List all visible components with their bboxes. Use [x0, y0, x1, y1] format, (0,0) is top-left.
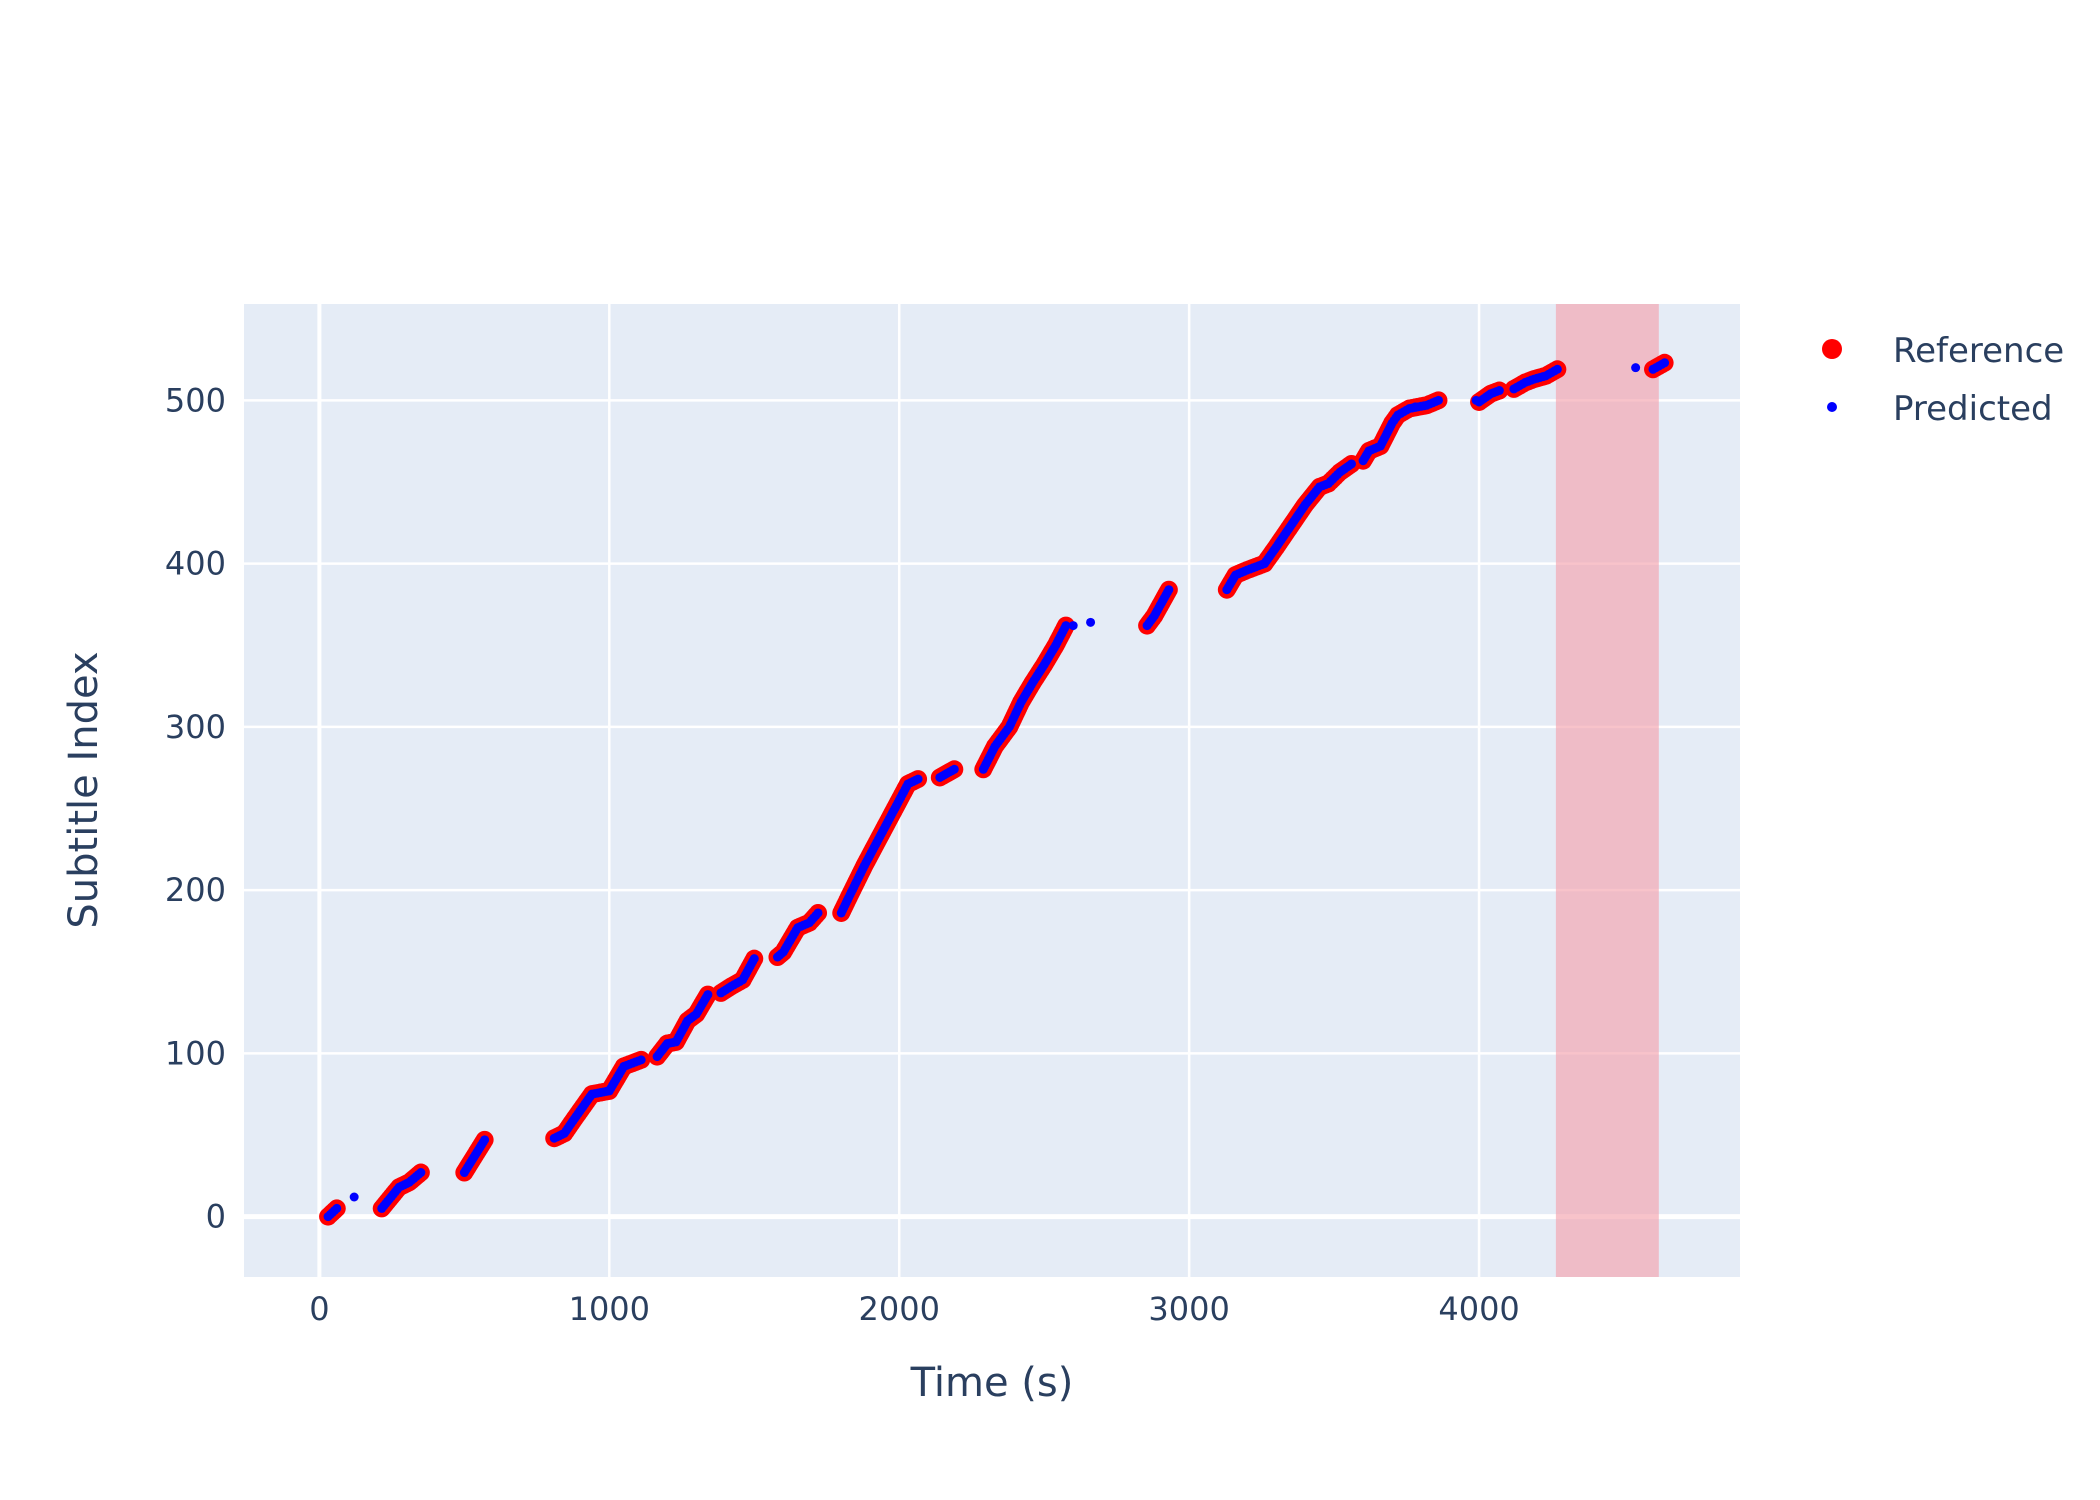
predicted-point: [1086, 617, 1096, 627]
predicted-point: [1433, 395, 1443, 405]
predicted-point: [1552, 364, 1562, 374]
predicted-point: [1061, 621, 1071, 631]
predicted-point: [332, 1203, 342, 1213]
predicted-point: [1068, 621, 1078, 631]
x-tick-label: 4000: [1438, 1290, 1519, 1328]
y-axis-title: Subtitle Index: [61, 651, 107, 928]
y-tick-label: 400: [165, 545, 226, 583]
predicted-point: [349, 1192, 359, 1202]
predicted-point: [1164, 585, 1174, 595]
x-axis-title: Time (s): [910, 1360, 1074, 1406]
x-tick-label: 0: [309, 1290, 329, 1328]
x-tick-label: 2000: [859, 1290, 940, 1328]
y-tick-label: 200: [165, 871, 226, 909]
predicted-point: [1410, 402, 1420, 412]
y-tick-label: 500: [165, 381, 226, 419]
predicted-point: [1494, 386, 1504, 396]
predicted-point: [703, 990, 713, 1000]
y-axis-tick-labels: 0 100 200 300 400 500: [165, 381, 226, 1235]
predicted-point: [1471, 395, 1481, 405]
predicted-point: [813, 908, 823, 918]
y-tick-label: 0: [206, 1198, 226, 1236]
y-tick-label: 100: [165, 1034, 226, 1072]
x-tick-label: 1000: [569, 1290, 650, 1328]
legend: Reference Predicted: [1822, 331, 2064, 429]
legend-marker-reference: [1822, 339, 1842, 359]
predicted-point: [636, 1055, 646, 1065]
plot-area: [244, 304, 1740, 1277]
predicted-point: [749, 954, 759, 964]
predicted-point: [949, 764, 959, 774]
predicted-point: [480, 1135, 490, 1145]
legend-label-reference: Reference: [1893, 331, 2064, 371]
predicted-point: [1660, 358, 1670, 368]
highlight-region-layer: [1555, 304, 1659, 1277]
highlight-region: [1555, 304, 1659, 1277]
legend-marker-predicted: [1827, 402, 1837, 412]
legend-label-predicted: Predicted: [1893, 389, 2053, 429]
predicted-point: [1347, 459, 1357, 469]
predicted-point: [913, 774, 923, 784]
x-axis-tick-labels: 0 1000 2000 3000 4000: [309, 1290, 1520, 1328]
y-tick-label: 300: [165, 708, 226, 746]
x-tick-label: 3000: [1148, 1290, 1229, 1328]
predicted-series: [323, 358, 1670, 1222]
predicted-point: [1631, 363, 1641, 373]
predicted-point: [416, 1168, 426, 1178]
